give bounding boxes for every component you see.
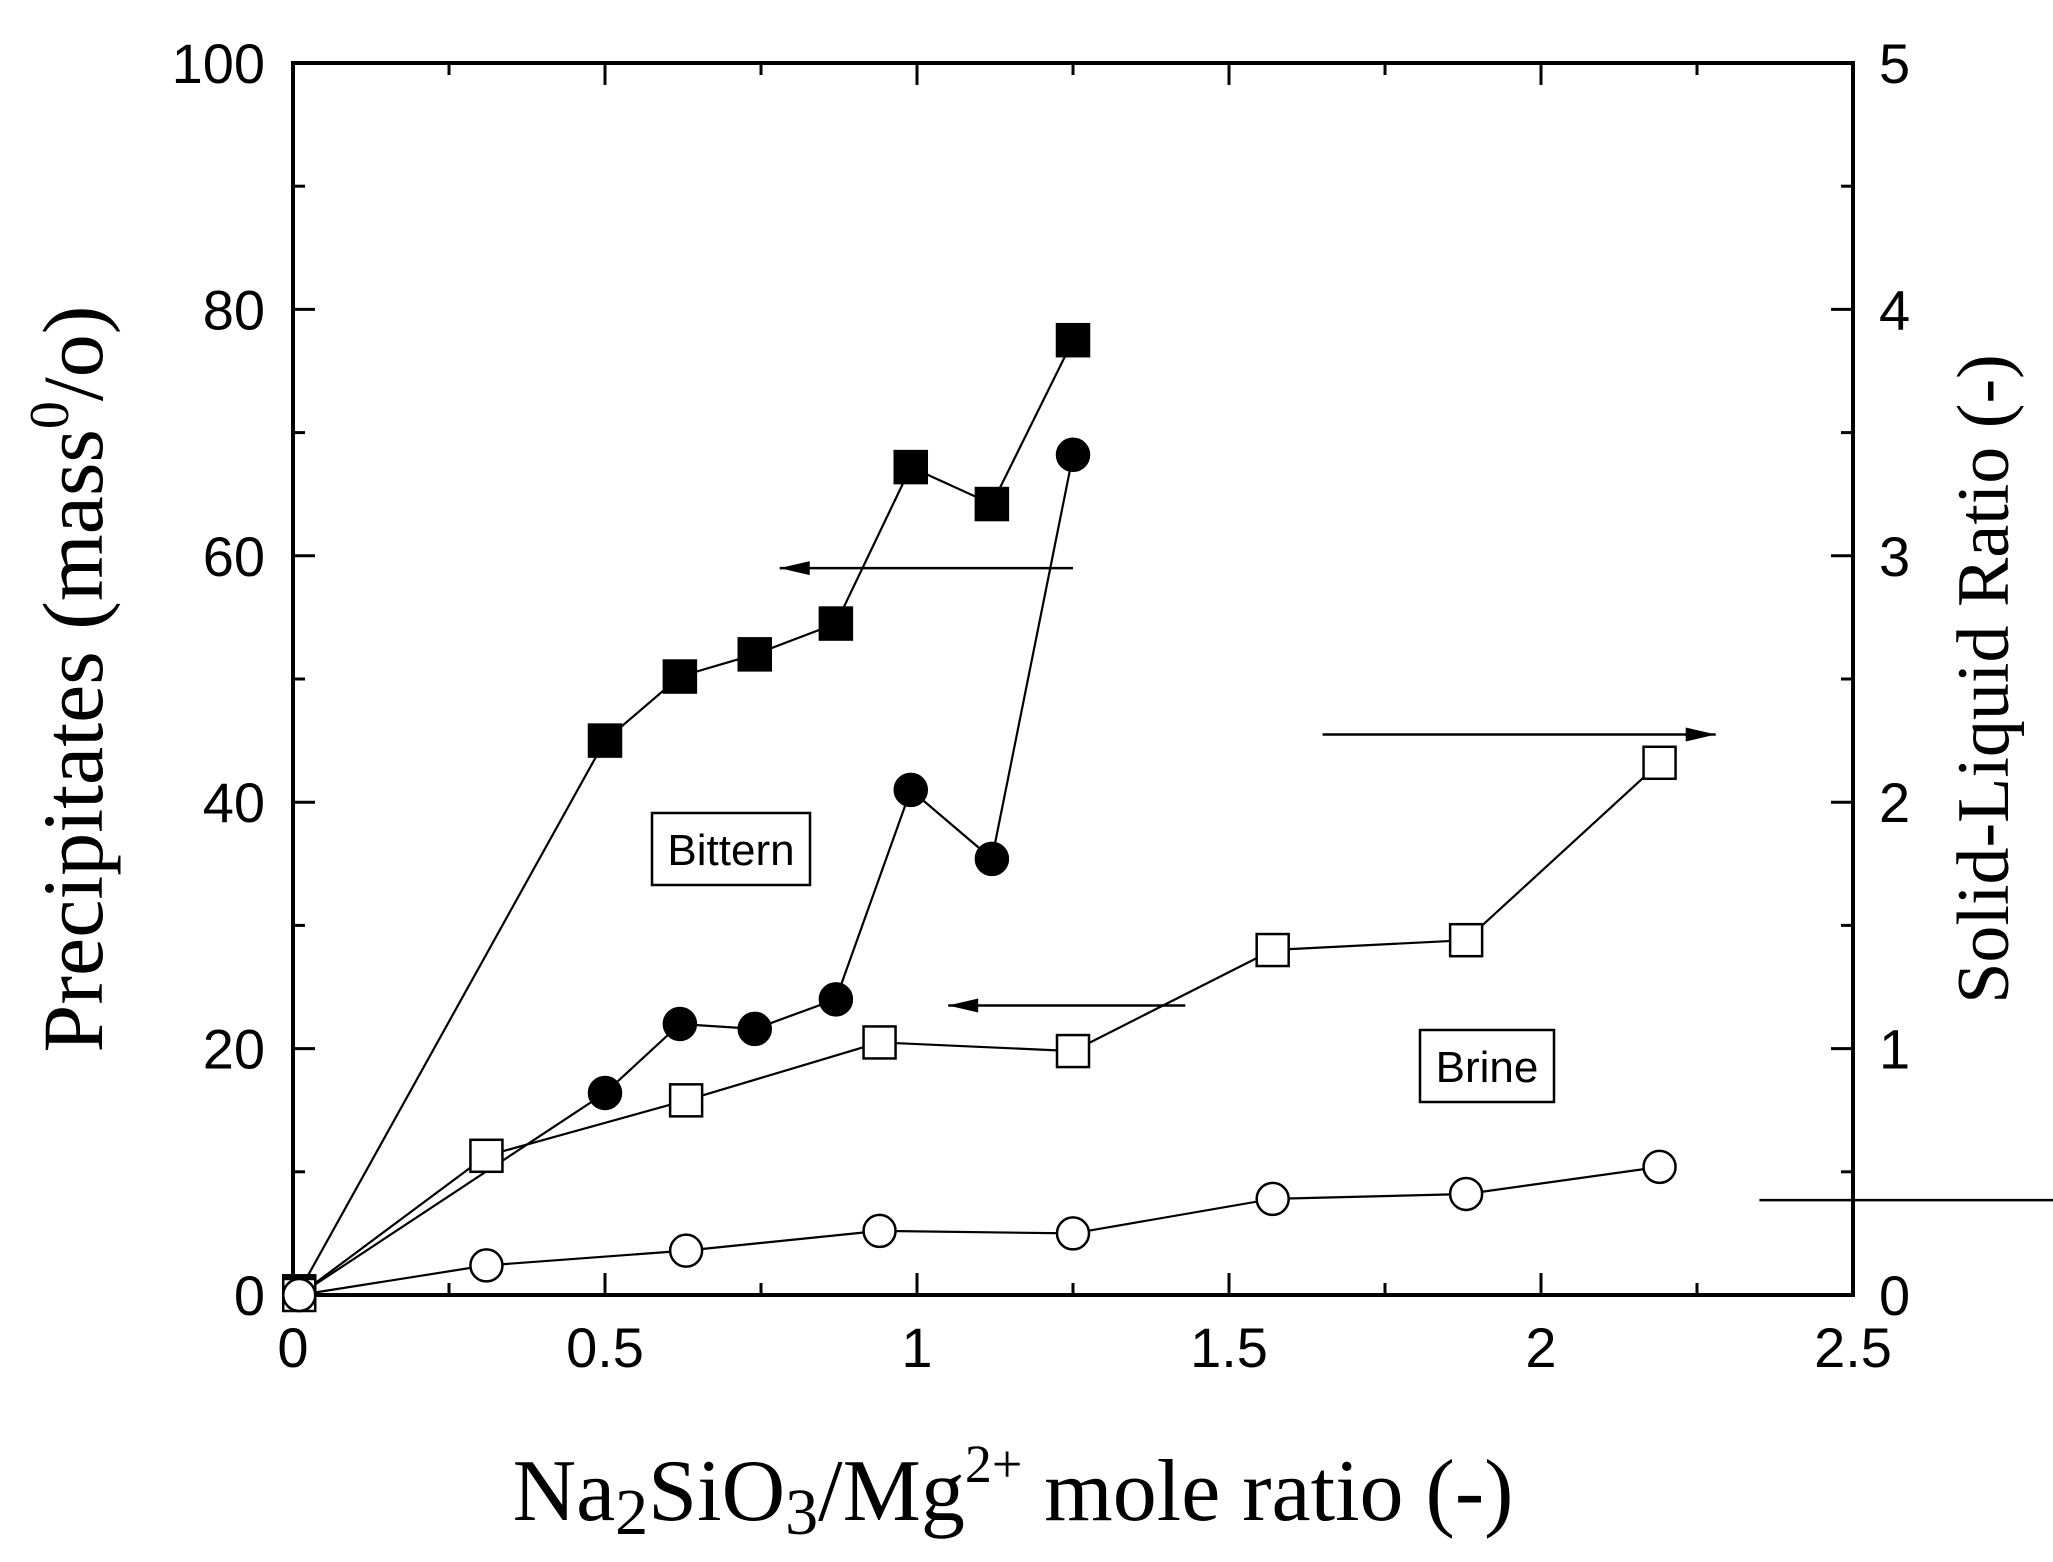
x-tick-label: 0 [277,1316,308,1379]
x-axis-title: Na2SiO3/Mg2+ mole ratio (-) [513,1434,1514,1549]
series-3-circle-marker [1055,1216,1091,1251]
series-0-square-marker [818,606,854,641]
arrow-0-head [779,561,810,576]
y-left-tick-label: 40 [203,771,265,834]
series-0-square-marker [662,659,698,694]
y-left-tick-label: 60 [203,525,265,588]
arrow-2-head [948,998,979,1013]
y-left-tick-label: 100 [172,32,265,95]
y-right-tick-label: 0 [1879,1264,1910,1327]
axis-ticks [291,61,1855,1297]
series-0-square-marker [1055,322,1091,358]
arrows [779,561,2053,1202]
series-1-circle-marker [818,982,854,1017]
bittern-annotation-box [650,811,812,887]
y-left-tick-label: 80 [203,278,265,341]
series-line-3 [299,1165,1660,1297]
series-3-circle-marker [1448,1176,1484,1212]
series-1-circle-marker [1055,437,1091,473]
series-2-square-marker [1255,932,1290,968]
y-right-axis-title: Solid-Liquid Ratio (-) [1943,354,2025,1004]
series-3-circle-marker [469,1248,504,1283]
y-left-axis-title: Precipitates (mass0/o) [19,306,121,1053]
y-right-tick-label: 5 [1879,32,1910,95]
brine-annotation-box [1418,1028,1556,1104]
series-2-square-marker [862,1025,897,1060]
series-1-circle-marker [737,1011,773,1047]
series-3-circle-marker [668,1233,704,1268]
series-2-square-marker [668,1083,704,1118]
series-2-square-marker [1448,922,1484,958]
y-right-tick-label: 2 [1879,771,1910,834]
series-3-circle-marker [862,1213,897,1249]
x-tick-label: 2 [1525,1316,1556,1379]
series-1-circle-marker [974,841,1010,877]
y-right-tick-label: 4 [1879,278,1910,341]
series-0-square-marker [587,723,623,758]
series-3-circle-marker [1255,1181,1290,1217]
series-1-circle-marker [587,1075,623,1111]
series-0-square-marker [737,637,773,672]
bittern-label: Bittern [667,826,794,875]
y-left-tick-label: 20 [203,1018,265,1081]
markers [281,322,1677,1313]
x-tick-label: 0.5 [566,1316,644,1379]
series-0-square-marker [893,449,929,485]
arrow-1-head [1685,727,1716,742]
series-3-circle-marker [281,1277,317,1313]
bittern-annotation: Bittern [650,811,812,887]
y-right-tick-label: 1 [1879,1018,1910,1081]
y-left-tick-label: 0 [234,1264,265,1327]
series-2-square-marker [1055,1033,1091,1069]
series-1-circle-marker [662,1006,698,1042]
x-tick-label: 1 [901,1316,932,1379]
series-2-square-marker [1642,745,1677,781]
y-right-tick-label: 3 [1879,525,1910,588]
plot-frame [291,61,1855,1297]
series-0-square-marker [974,486,1010,522]
brine-label: Brine [1436,1043,1539,1092]
series-1-circle-marker [893,772,929,808]
series-2-square-marker [469,1138,504,1174]
series-line-2 [298,761,1661,1296]
x-tick-label: 1.5 [1190,1316,1268,1379]
series-3-circle-marker [1642,1149,1677,1185]
x-tick-label: 2.5 [1814,1316,1892,1379]
brine-annotation: Brine [1418,1028,1556,1104]
